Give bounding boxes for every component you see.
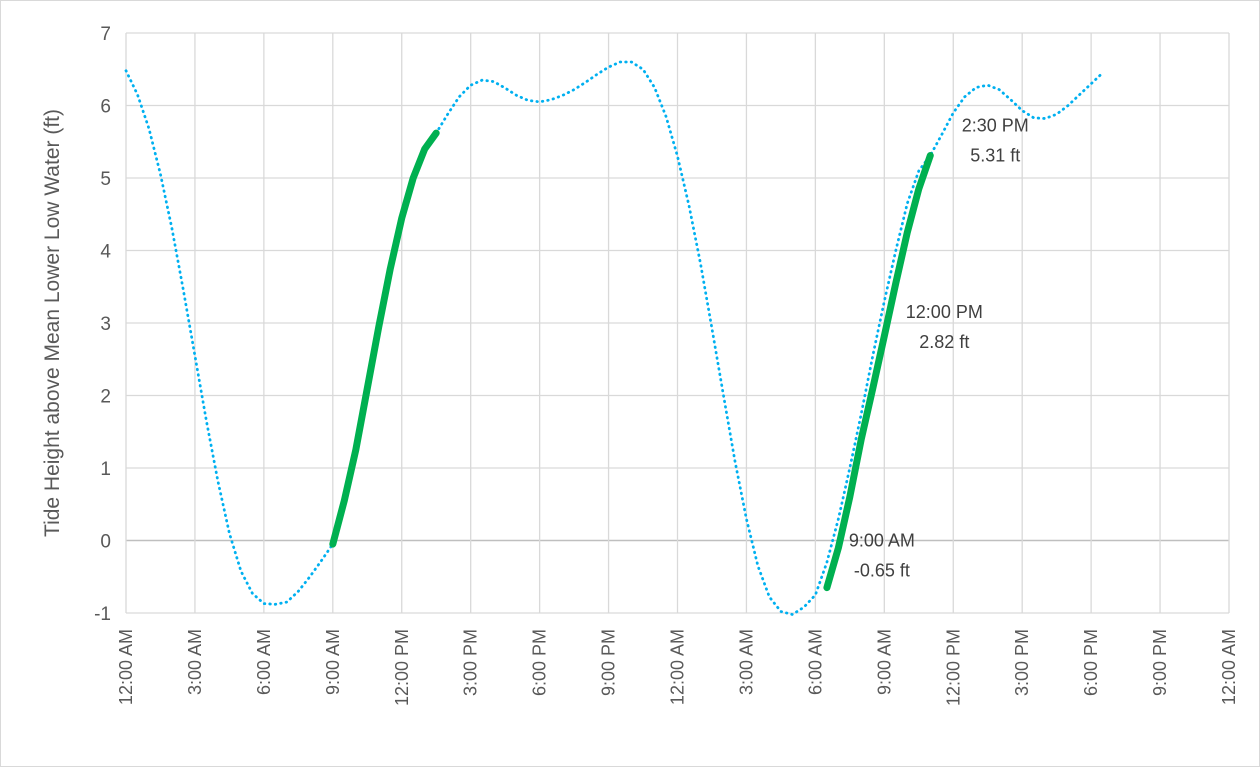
y-tick-label: 7	[100, 24, 111, 45]
tide-line-highlight-1	[329, 129, 440, 548]
x-tick-label: 6:00 PM	[530, 629, 550, 696]
x-tick-label: 9:00 AM	[874, 629, 894, 695]
y-tick-label: 6	[100, 97, 111, 118]
x-tick-label: 12:00 PM	[392, 629, 412, 706]
series-layer	[124, 60, 1104, 616]
y-tick-label: 3	[100, 314, 111, 335]
annotation-time: 12:00 PM	[906, 302, 983, 322]
x-tick-label: 3:00 PM	[1012, 629, 1032, 696]
annotation-value: 2.82 ft	[919, 332, 969, 352]
x-tick-label: 9:00 PM	[599, 629, 619, 696]
x-tick-label: 3:00 AM	[736, 629, 756, 695]
y-tick-label: 4	[100, 242, 111, 263]
x-tick-label: 6:00 AM	[254, 629, 274, 695]
annotation-value: 5.31 ft	[970, 146, 1020, 166]
annotation-time: 2:30 PM	[962, 116, 1029, 136]
y-tick-label: -1	[94, 604, 111, 625]
x-tick-label: 3:00 PM	[461, 629, 481, 696]
x-tick-label: 9:00 PM	[1150, 629, 1170, 696]
x-tick-label: 6:00 PM	[1081, 629, 1101, 696]
x-tick-label: 12:00 AM	[1219, 629, 1239, 705]
x-tick-label: 12:00 AM	[668, 629, 688, 705]
y-tick-label: 5	[100, 169, 111, 190]
x-tick-label: 9:00 AM	[323, 629, 343, 695]
annotation-layer: 2:30 PM 5.31 ft 12:00 PM 2.82 ft 9:00 AM -0.6…	[849, 116, 1029, 581]
y-tick-label: 0	[100, 532, 111, 553]
x-tick-label: 12:00 AM	[116, 629, 136, 705]
annotation-value: -0.65 ft	[854, 561, 910, 581]
annotation-time: 9:00 AM	[849, 531, 915, 551]
tide-line-highlight-2	[823, 152, 934, 592]
grid-lines	[125, 32, 1230, 614]
x-tick-labels: 12:00 AM 3:00 AM 6:00 AM 9:00 AM 12:00 PM 3:0…	[116, 629, 1239, 706]
x-tick-label: 6:00 AM	[805, 629, 825, 695]
y-tick-label: 1	[100, 459, 111, 480]
tide-line-dotted	[124, 60, 1104, 616]
y-tick-label: 2	[100, 387, 111, 408]
x-tick-label: 3:00 AM	[185, 629, 205, 695]
y-tick-labels: -1 0 1 2 3 4 5 6 7	[94, 24, 111, 625]
y-axis-label: Tide Height above Mean Lower Low Water (…	[41, 109, 64, 537]
x-tick-label: 12:00 PM	[943, 629, 963, 706]
